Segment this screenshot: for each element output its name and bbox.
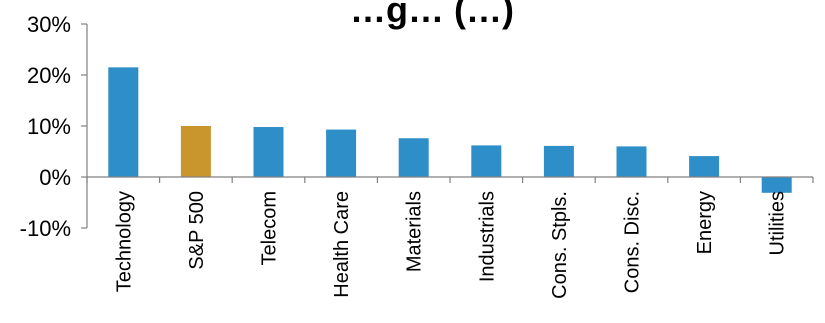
category-label: Technology: [113, 191, 135, 292]
bar: [761, 177, 792, 193]
bar: [471, 145, 502, 177]
bar: [253, 127, 284, 177]
x-axis: Technology S&P 500 Telecom Health Care Mater…: [86, 176, 814, 299]
category-label: Cons. Stpls.: [549, 191, 571, 299]
bars: [108, 67, 792, 193]
y-tick-label: -10%: [20, 216, 71, 241]
category-label: Utilities: [767, 191, 789, 255]
category-label: Materials: [404, 191, 426, 272]
category-label: Health Care: [331, 191, 353, 298]
bar: [326, 129, 357, 177]
y-tick-label: 20%: [27, 63, 71, 88]
category-label: Industrials: [476, 191, 498, 282]
y-tick-label: 30%: [27, 12, 71, 37]
category-label: S&P 500: [186, 191, 208, 270]
y-tick-label: 0%: [39, 165, 71, 190]
bar: [108, 67, 139, 177]
y-axis: 30% 20% 10% 0% -10%: [20, 12, 88, 241]
chart-title: …g… (…): [350, 0, 514, 30]
category-label: Energy: [694, 191, 716, 254]
category-label: Cons. Disc.: [622, 191, 644, 293]
bar: [180, 126, 211, 177]
bar: [543, 145, 574, 177]
bar: [689, 156, 720, 177]
category-label: Telecom: [259, 191, 281, 265]
y-tick-label: 10%: [27, 114, 71, 139]
bar: [398, 138, 429, 177]
bar: [616, 146, 647, 177]
